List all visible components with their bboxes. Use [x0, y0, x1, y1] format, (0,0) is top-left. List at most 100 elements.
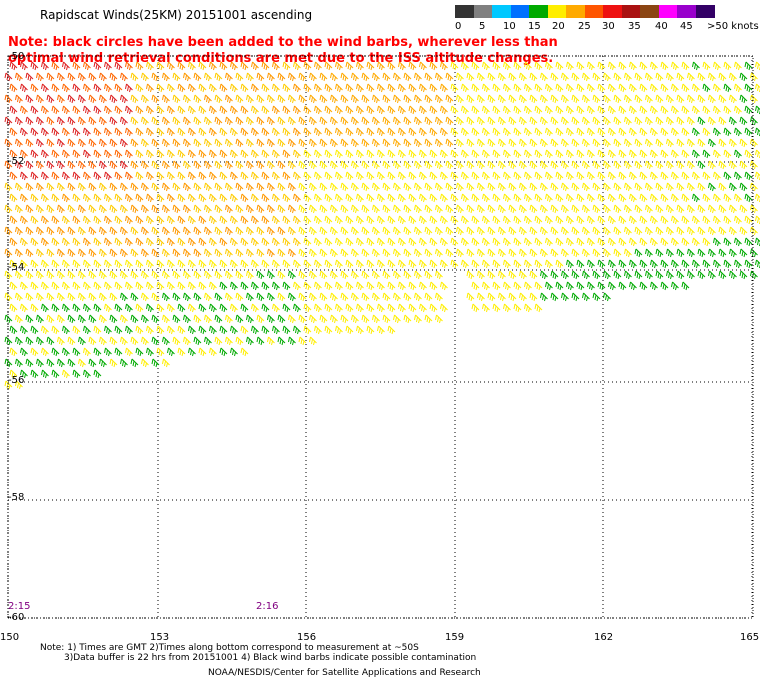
wind-barb — [478, 95, 485, 103]
wind-barb — [441, 128, 448, 136]
wind-barb — [262, 150, 269, 158]
wind-barb — [651, 106, 658, 114]
wind-barb — [315, 216, 322, 224]
wind-barb — [325, 194, 332, 202]
wind-barb — [362, 315, 369, 323]
wind-barb — [63, 172, 70, 180]
wind-barb — [457, 73, 464, 81]
wind-barb — [378, 238, 385, 246]
wind-barb — [278, 117, 285, 125]
wind-barb — [63, 304, 70, 312]
wind-barb — [37, 183, 44, 191]
wind-barb — [52, 194, 59, 202]
wind-barb — [567, 194, 574, 202]
wind-barb — [352, 139, 359, 147]
wind-barb — [441, 216, 448, 224]
wind-barb — [593, 183, 600, 191]
footer-note-2: 3)Data buffer is 22 hrs from 20151001 4)… — [64, 653, 476, 663]
wind-barb — [367, 150, 374, 158]
wind-barb — [504, 216, 511, 224]
wind-barb — [136, 194, 143, 202]
wind-barb — [619, 84, 626, 92]
wind-barb — [562, 183, 569, 191]
wind-barb — [283, 194, 290, 202]
wind-barb — [609, 106, 616, 114]
wind-barb — [598, 84, 605, 92]
wind-barb — [310, 117, 317, 125]
wind-barb — [63, 348, 70, 356]
wind-barb — [94, 106, 101, 114]
wind-barb — [588, 282, 595, 290]
wind-barb — [63, 194, 70, 202]
wind-barb — [404, 95, 411, 103]
wind-barb — [556, 282, 563, 290]
wind-barb — [299, 139, 306, 147]
wind-barb — [714, 238, 721, 246]
wind-barb — [283, 106, 290, 114]
wind-barb — [178, 150, 185, 158]
wind-barb — [588, 194, 595, 202]
wind-barb — [373, 117, 380, 125]
wind-barb — [163, 73, 170, 81]
wind-barb — [178, 238, 185, 246]
wind-barb — [640, 216, 647, 224]
wind-barb — [236, 293, 243, 301]
wind-barb — [388, 150, 395, 158]
wind-barb — [210, 84, 217, 92]
wind-barb — [514, 194, 521, 202]
wind-barb — [394, 95, 401, 103]
wind-barb — [73, 172, 80, 180]
wind-barb — [745, 106, 752, 114]
wind-barb — [693, 150, 700, 158]
wind-barb — [315, 238, 322, 246]
wind-barb — [724, 62, 731, 70]
wind-barb — [210, 304, 217, 312]
wind-barb — [672, 282, 679, 290]
wind-barb — [173, 73, 180, 81]
wind-barb — [714, 106, 721, 114]
wind-barb — [724, 84, 731, 92]
wind-barb — [94, 150, 101, 158]
wind-barbs — [5, 62, 760, 389]
wind-barb — [436, 293, 443, 301]
wind-barb — [142, 95, 149, 103]
wind-barb — [688, 117, 695, 125]
wind-barb — [703, 106, 710, 114]
wind-barb — [598, 282, 605, 290]
wind-barb — [320, 249, 327, 257]
wind-barb — [614, 73, 621, 81]
wind-barb — [241, 304, 248, 312]
wind-barb — [730, 139, 737, 147]
wind-barb — [299, 271, 306, 279]
wind-barb — [173, 315, 180, 323]
wind-barb — [16, 293, 23, 301]
wind-barb — [184, 227, 191, 235]
wind-barb — [52, 172, 59, 180]
wind-barb — [478, 139, 485, 147]
wind-barb — [47, 315, 54, 323]
wind-barb — [588, 128, 595, 136]
lat-label: -60 — [8, 612, 24, 623]
wind-barb — [294, 84, 301, 92]
wind-barb — [520, 249, 527, 257]
wind-barb — [189, 150, 196, 158]
wind-barb — [110, 139, 117, 147]
wind-barb — [194, 205, 201, 213]
wind-barb — [84, 260, 91, 268]
wind-barb — [252, 238, 259, 246]
wind-barb — [572, 249, 579, 257]
wind-barb — [425, 117, 432, 125]
wind-barb — [656, 139, 663, 147]
wind-barb — [215, 73, 222, 81]
wind-barb — [73, 304, 80, 312]
wind-barb — [614, 183, 621, 191]
wind-barb — [210, 260, 217, 268]
wind-barb — [425, 205, 432, 213]
wind-barb — [551, 271, 558, 279]
wind-barb — [105, 238, 112, 246]
wind-barb — [257, 139, 264, 147]
wind-barb — [430, 84, 437, 92]
wind-barb — [136, 150, 143, 158]
wind-barb — [562, 249, 569, 257]
wind-barb — [94, 84, 101, 92]
